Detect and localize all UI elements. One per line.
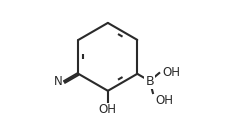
Text: N: N: [53, 75, 62, 88]
Text: B: B: [145, 75, 154, 88]
Text: OH: OH: [155, 94, 173, 107]
Text: OH: OH: [162, 66, 180, 79]
Text: OH: OH: [99, 103, 117, 116]
